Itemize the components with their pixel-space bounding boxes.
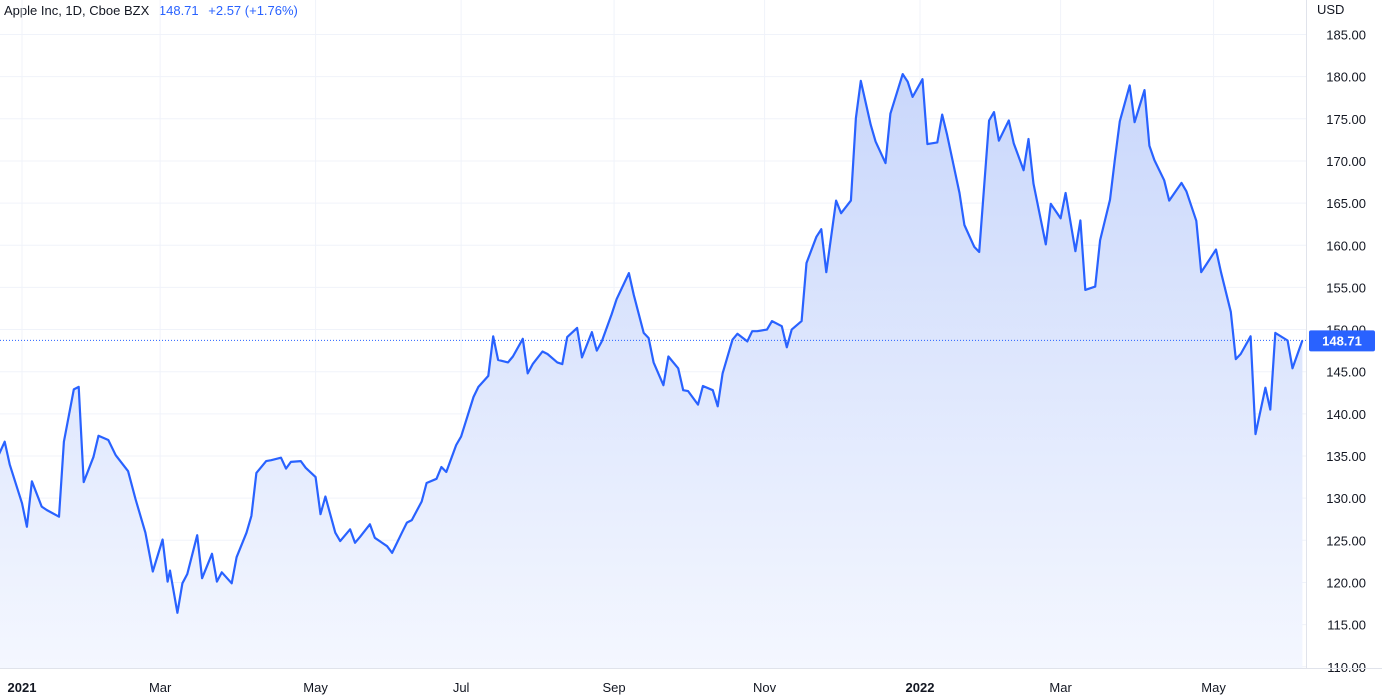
last-price-tag-label: 148.71 <box>1322 333 1362 348</box>
y-tick-label: 120.00 <box>1326 575 1366 590</box>
area-layer <box>0 73 1304 668</box>
x-tick-label: May <box>303 680 328 695</box>
y-tick-label: 135.00 <box>1326 449 1366 464</box>
y-tick-label: 165.00 <box>1326 196 1366 211</box>
y-tick-label: 145.00 <box>1326 365 1366 380</box>
price-area-fill <box>0 74 1303 668</box>
x-tick-label: May <box>1201 680 1226 695</box>
y-tick-label: 125.00 <box>1326 533 1366 548</box>
y-tick-label: 110.00 <box>1327 660 1366 675</box>
y-tick-label: 140.00 <box>1326 407 1366 422</box>
x-tick-label: Jul <box>453 680 470 695</box>
y-tick-label: 180.00 <box>1326 70 1366 85</box>
y-tick-label: 155.00 <box>1326 280 1366 295</box>
y-tick-label: 170.00 <box>1326 154 1366 169</box>
legend-change: +2.57 (+1.76%) <box>208 3 298 18</box>
price-line <box>0 73 1304 614</box>
y-tick-label: 130.00 <box>1326 491 1366 506</box>
legend-symbol: Apple Inc, 1D, Cboe BZX <box>4 3 150 18</box>
x-tick-label: Nov <box>753 680 777 695</box>
currency-label: USD <box>1317 2 1344 17</box>
x-tick-label: 2021 <box>8 680 37 695</box>
x-tick-label: Mar <box>149 680 172 695</box>
y-tick-label: 175.00 <box>1326 112 1366 127</box>
x-tick-label: 2022 <box>906 680 935 695</box>
y-tick-label: 160.00 <box>1326 238 1366 253</box>
chart-legend: Apple Inc, 1D, Cboe BZX 148.71 +2.57 (+1… <box>4 3 304 18</box>
y-tick-label: 115.00 <box>1327 618 1366 633</box>
last-price-tag <box>1309 330 1375 352</box>
legend-last-price: 148.71 <box>158 3 199 18</box>
x-tick-label: Mar <box>1049 680 1072 695</box>
x-tick-label: Sep <box>603 680 626 695</box>
y-tick-label: 185.00 <box>1326 28 1366 43</box>
